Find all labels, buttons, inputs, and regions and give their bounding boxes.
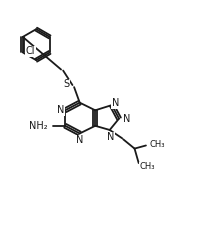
- Text: CH₃: CH₃: [139, 162, 154, 171]
- Text: S: S: [63, 79, 70, 89]
- Text: CH₃: CH₃: [148, 140, 164, 149]
- Text: N: N: [57, 105, 64, 115]
- Text: N: N: [76, 135, 83, 145]
- Text: Cl: Cl: [26, 46, 35, 56]
- Text: N: N: [107, 132, 114, 142]
- Text: N: N: [123, 113, 130, 123]
- Text: NH₂: NH₂: [29, 121, 47, 131]
- Text: N: N: [111, 98, 119, 108]
